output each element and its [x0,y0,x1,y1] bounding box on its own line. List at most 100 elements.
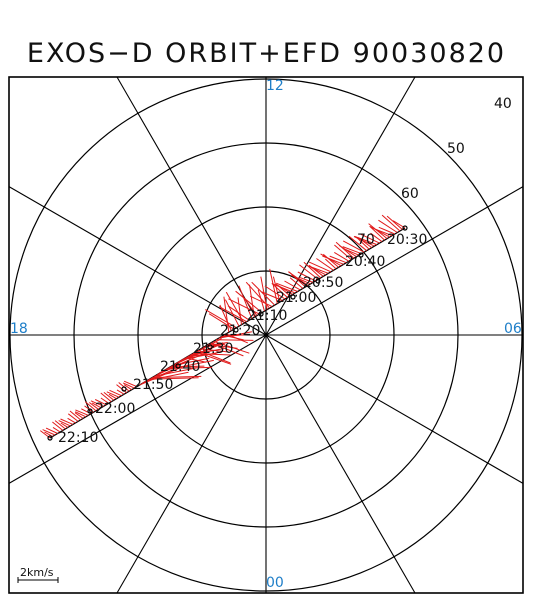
field-vector [205,309,237,329]
field-vector [378,226,395,235]
field-vector [369,225,390,238]
field-vector [386,215,403,230]
field-vector [177,338,222,363]
mlt-spoke [8,334,267,484]
field-vector [103,392,115,401]
field-vector [335,241,355,259]
time-label: 21:50 [133,377,173,393]
mlt-spoke [265,186,524,336]
field-vector [378,219,398,233]
time-label: 21:40 [160,359,200,375]
field-vector [329,255,347,264]
time-label: 21:20 [220,323,260,339]
field-vector [215,339,254,341]
field-vector [123,380,137,388]
field-vector [141,363,178,385]
orbit-dot [358,252,364,258]
mlt-label-18: 18 [10,321,28,337]
field-vector [324,258,337,270]
field-vector [52,426,61,433]
orbit-dot [315,278,321,284]
field-vector [278,285,291,297]
field-vector [370,232,383,243]
orbit-dot [207,344,213,350]
field-vector [342,240,365,253]
field-vector [45,427,58,434]
field-vector [249,284,255,318]
field-vector [299,264,319,280]
scale-label: 2km/s [20,566,54,579]
orbit-dot [402,225,408,231]
field-vector [159,353,196,374]
field-vector [360,233,380,244]
field-vector [94,399,107,406]
field-vector [289,277,304,289]
field-vector [322,253,339,268]
field-vector [369,225,385,241]
time-label: 22:00 [95,401,135,417]
mlt-spokes [8,76,524,594]
field-vector [260,276,268,310]
field-vector [345,249,360,256]
field-vector [42,429,56,436]
field-vector [348,235,368,252]
time-label: 20:40 [345,254,385,270]
field-vector [54,420,66,430]
field-vector [108,393,117,400]
field-vector [218,331,252,339]
field-vector [67,417,76,424]
field-vector [139,365,184,386]
field-vector [223,296,230,333]
field-vector [122,382,135,389]
field-vector [381,214,401,232]
time-label: 20:30 [387,232,427,248]
field-vector [368,223,388,239]
orbit-dot [233,327,239,333]
field-vector [276,282,298,292]
orbit-dot [258,311,264,317]
field-vector [334,251,350,262]
mlt-spoke [265,334,524,484]
mlt-spoke [8,186,267,336]
mlt-label-06: 06 [504,321,522,337]
orbit-dot [290,294,296,300]
lat-label-40: 40 [494,96,512,112]
mlt-spoke [265,334,416,594]
field-vector [257,289,265,312]
field-vector [69,410,81,421]
field-vector [235,290,263,313]
field-vector [299,276,314,283]
field-vector [84,401,97,412]
field-vector [89,402,99,410]
mlt-spoke [265,76,416,336]
orbit-dot [87,408,93,414]
time-label: 21:00 [276,290,316,306]
field-vector [242,296,258,316]
lat-label-50: 50 [447,141,465,157]
field-vector [251,281,276,306]
lat-label-70: 70 [357,232,375,248]
field-vector [58,420,71,427]
field-vector [275,283,293,295]
field-vector [375,228,393,237]
time-label: 21:10 [247,308,287,324]
field-vector [284,280,301,291]
orbit-dot [121,386,127,392]
field-vector [357,237,373,249]
field-vector [106,391,120,398]
field-vector [60,422,69,428]
field-vector [75,411,87,418]
field-vector [316,258,334,271]
time-label: 22:10 [58,430,98,446]
field-vector [342,246,362,255]
field-vector [91,402,102,409]
field-vector [238,285,253,319]
plot-title: EXOS−D ORBIT+EFD 90030820 [26,38,507,69]
field-vector [355,236,370,250]
field-vector [272,276,281,303]
field-vector [297,271,316,282]
field-vector [100,397,109,404]
orbit-dot [175,363,181,369]
field-vector [237,297,242,325]
